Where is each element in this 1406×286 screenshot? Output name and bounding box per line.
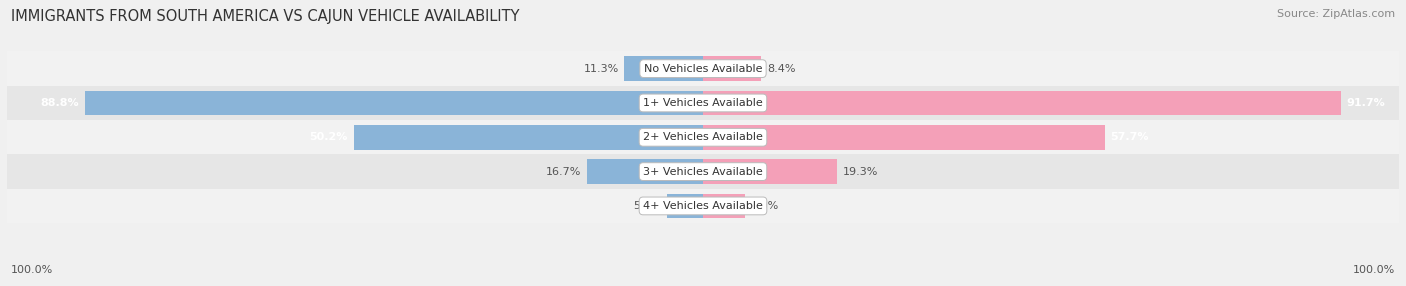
Text: 11.3%: 11.3%: [583, 64, 619, 74]
Text: Source: ZipAtlas.com: Source: ZipAtlas.com: [1277, 9, 1395, 19]
Text: 3+ Vehicles Available: 3+ Vehicles Available: [643, 167, 763, 176]
Bar: [7, 86, 1399, 120]
Bar: [703, 56, 762, 81]
Text: 88.8%: 88.8%: [41, 98, 79, 108]
Text: IMMIGRANTS FROM SOUTH AMERICA VS CAJUN VEHICLE AVAILABILITY: IMMIGRANTS FROM SOUTH AMERICA VS CAJUN V…: [11, 9, 520, 23]
Bar: [624, 56, 703, 81]
Bar: [7, 120, 1399, 154]
Text: 6.0%: 6.0%: [751, 201, 779, 211]
Bar: [586, 159, 703, 184]
Bar: [7, 51, 1399, 86]
Text: 8.4%: 8.4%: [768, 64, 796, 74]
Bar: [354, 125, 703, 150]
Text: 5.2%: 5.2%: [633, 201, 661, 211]
Text: 50.2%: 50.2%: [309, 132, 349, 142]
Bar: [7, 154, 1399, 189]
Text: 4+ Vehicles Available: 4+ Vehicles Available: [643, 201, 763, 211]
Text: 100.0%: 100.0%: [11, 265, 53, 275]
Text: 57.7%: 57.7%: [1111, 132, 1149, 142]
Bar: [666, 194, 703, 218]
Text: 91.7%: 91.7%: [1347, 98, 1385, 108]
Bar: [703, 159, 838, 184]
Text: 16.7%: 16.7%: [546, 167, 581, 176]
Bar: [703, 194, 745, 218]
Text: 19.3%: 19.3%: [842, 167, 879, 176]
Bar: [7, 189, 1399, 223]
Bar: [703, 125, 1105, 150]
Bar: [84, 91, 703, 115]
Text: 2+ Vehicles Available: 2+ Vehicles Available: [643, 132, 763, 142]
Text: 100.0%: 100.0%: [1353, 265, 1395, 275]
Text: No Vehicles Available: No Vehicles Available: [644, 64, 762, 74]
Text: 1+ Vehicles Available: 1+ Vehicles Available: [643, 98, 763, 108]
Bar: [703, 91, 1341, 115]
